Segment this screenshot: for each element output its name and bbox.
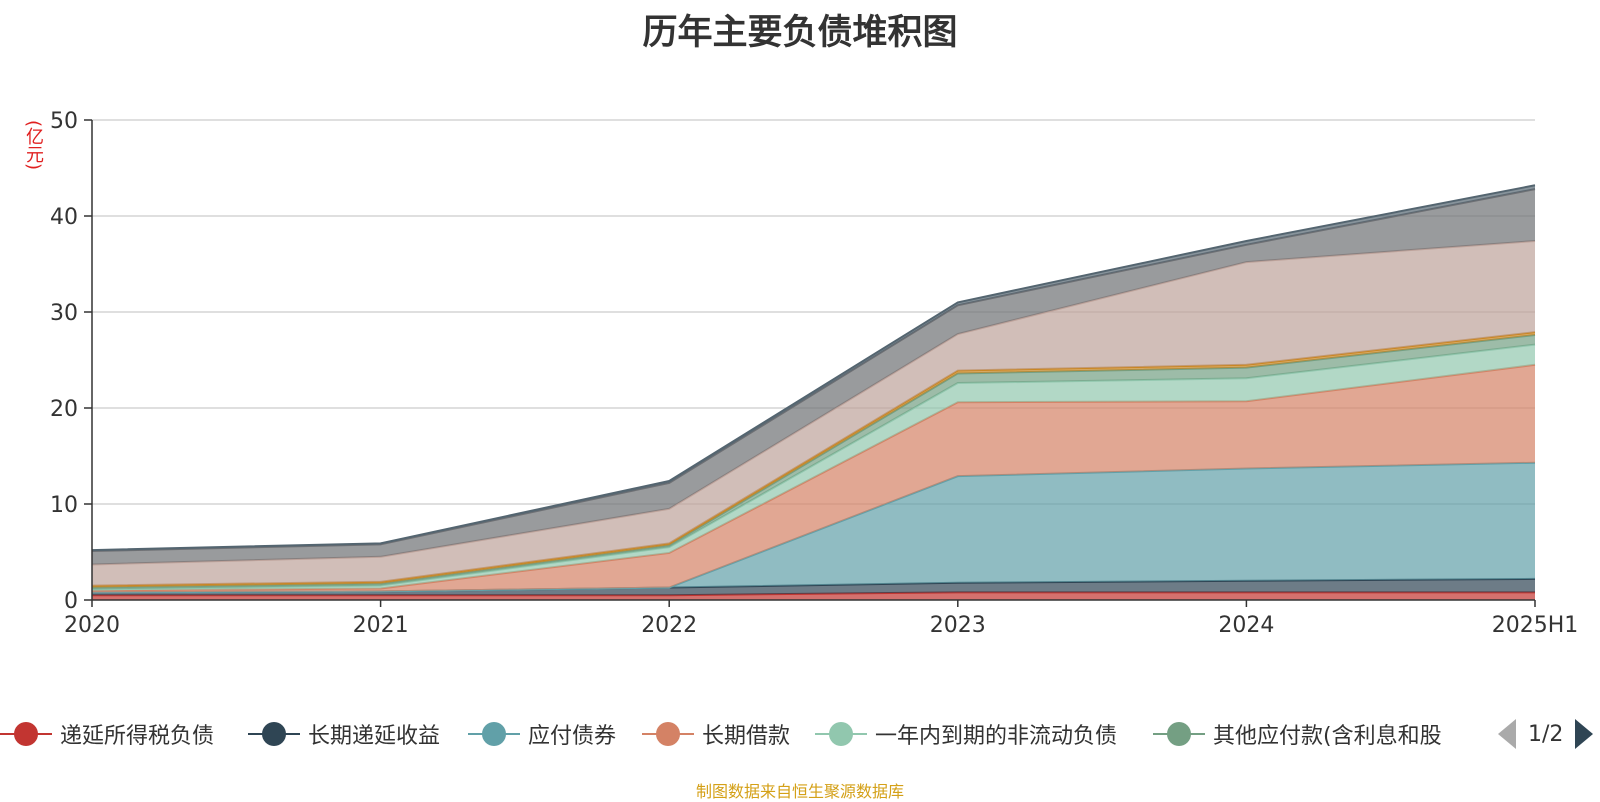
area-series-5 [92,335,1535,590]
stacked-area-chart: 0 10 20 30 40 50 2020 2021 2022 2023 2024 2025H1 [50,109,1578,638]
y-tick-label: 50 [50,109,78,134]
legend-pager: 1/2 [1498,716,1594,752]
y-tick-label: 0 [64,589,78,614]
data-source-note: 制图数据来自恒生聚源数据库 [695,782,904,801]
legend-item-bonds-payable[interactable]: 应付债券 [468,716,616,752]
chart-title: 历年主要负债堆积图 [642,13,958,53]
legend-label: 长期借款 [702,724,791,749]
legend-label: 应付债券 [528,724,617,749]
legend-item-other-payables[interactable]: 其他应付款(含利息和股 [1153,716,1442,752]
area-series-layer [91,184,1536,600]
y-tick-label: 30 [50,301,78,326]
y-axis-unit-label: (亿元) [23,120,44,171]
area-series-2 [92,462,1535,593]
x-tick-label: 2020 [64,613,120,638]
legend-marker-icon [468,722,520,746]
area-series-line-7 [91,239,1536,566]
x-tick-label: 2021 [353,613,409,638]
legend-marker-icon [1153,722,1205,746]
area-series-7 [92,240,1535,586]
previous-page-arrow-icon[interactable] [1498,719,1516,749]
next-page-arrow-icon[interactable] [1575,719,1594,749]
area-series-0 [92,592,1535,600]
y-tick-label: 40 [50,205,78,230]
legend: 递延所得税负债 长期递延收益 应付债券 长期借款 一年内到期的非流动负债 其他应… [0,716,1600,752]
x-tick-label: 2024 [1218,613,1274,638]
legend-label: 长期递延收益 [308,724,441,749]
legend-page-indicator: 1/2 [1528,721,1564,747]
y-tick-label: 10 [50,493,78,518]
legend-item-deferred-income[interactable]: 长期递延收益 [248,716,440,752]
area-series-4 [92,344,1535,591]
legend-item-current-portion[interactable]: 一年内到期的非流动负债 [815,716,1117,752]
legend-marker-icon [642,722,694,746]
area-series-8 [92,189,1535,565]
legend-label: 递延所得税负债 [60,724,215,749]
legend-marker-icon [248,722,300,746]
x-tick-label: 2023 [930,613,986,638]
legend-marker-icon [0,722,52,746]
y-tick-label: 20 [50,397,78,422]
legend-item-long-term-loans[interactable]: 长期借款 [642,716,790,752]
axes: 0 10 20 30 40 50 2020 2021 2022 2023 2024 2025H1 [50,109,1578,638]
x-tick-label: 2025H1 [1492,613,1579,638]
x-tick-label: 2022 [641,613,697,638]
legend-label: 一年内到期的非流动负债 [875,724,1118,749]
legend-item-deferred-tax[interactable]: 递延所得税负债 [0,716,214,752]
area-series-line-9 [91,184,1536,552]
legend-marker-icon [815,722,867,746]
legend-label: 其他应付款(含利息和股 [1213,724,1442,749]
